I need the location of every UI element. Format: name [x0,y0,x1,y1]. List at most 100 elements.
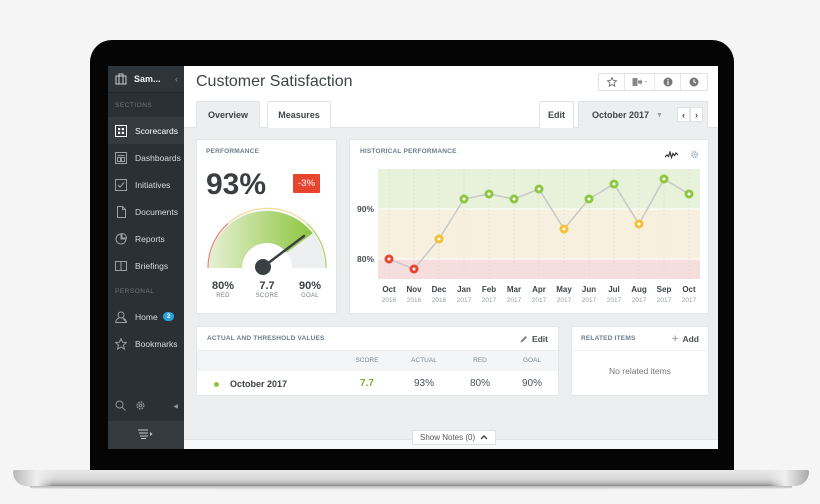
row-actual: 93% [413,378,434,389]
score-label: SCORE [255,293,279,299]
search-icon[interactable] [115,400,126,413]
sidebar-item-label: Documents [135,206,178,217]
row-period: October 2017 [230,379,288,389]
show-notes-label: Show Notes (0) [420,433,476,442]
x-tick-year: 2017 [632,297,647,304]
tab-overview[interactable]: Overview [196,101,260,128]
period-pager: ‹ › [677,107,703,122]
x-tick-year: 2017 [532,297,547,304]
previous-period-button[interactable]: ‹ [677,107,690,122]
sidebar-item-label: Scorecards [135,125,178,136]
sidebar-item-label: Initiatives [135,179,171,190]
column-score: SCORE [355,357,379,364]
period-selector[interactable]: October 2017 ▼ ‹ › [578,101,708,128]
x-tick-month: Jan [457,285,471,294]
menu-lines-icon [138,429,154,441]
gear-icon[interactable] [135,400,146,413]
related-items-header: RELATED ITEMS + Add [572,327,708,351]
chart-settings-gear-icon[interactable] [690,146,699,164]
sidebar-item-bookmarks[interactable]: Bookmarks [108,330,184,357]
sidebar-item-briefings[interactable]: Briefings [108,252,184,279]
sidebar-utilities: ◀ [108,396,184,416]
x-tick-year: 2016 [432,297,447,304]
performance-title: PERFORMANCE [206,148,260,155]
add-related-button[interactable]: + Add [672,333,699,345]
performance-value: 93% [206,168,267,201]
row-goal: 90% [521,378,542,389]
goal-value: 90% [298,280,322,292]
related-items-card: RELATED ITEMS + Add No related items [571,326,709,396]
sidebar-item-dashboards[interactable]: Dashboards [108,144,184,171]
table-header: SCORE ACTUAL RED GOAL [197,351,558,371]
historical-line-chart: 80% 90% Oct 2016 Nov 2016 Dec 2016 Jan 2017 Feb 201… [357,169,700,304]
add-label: Add [682,333,699,344]
sidebar-item-reports[interactable]: Reports [108,225,184,252]
empty-state: No related items [609,366,671,376]
history-button[interactable] [681,74,707,90]
chart-tools [664,146,699,164]
next-period-button[interactable]: › [690,107,703,122]
column-goal: GOAL [522,357,542,364]
show-notes-button[interactable]: Show Notes (0) [412,430,497,445]
y-tick-label: 90% [357,204,374,214]
star-icon [114,336,128,350]
sidebar-item-home[interactable]: Home 2 [108,303,184,330]
sidebar-item-label: Home [135,311,158,322]
collapse-sidebar-icon[interactable]: ‹ [175,74,178,84]
goal-label: GOAL [301,293,319,299]
actual-threshold-header: ACTUAL AND THRESHOLD VALUES Edit [197,327,558,351]
sidebar-item-label: Reports [135,233,165,244]
sidebar-item-scorecards[interactable]: Scorecards [108,117,184,144]
actual-threshold-card: ACTUAL AND THRESHOLD VALUES Edit SCORE A… [196,326,559,396]
actual-threshold-title: ACTUAL AND THRESHOLD VALUES [207,335,325,342]
page-title: Customer Satisfaction [196,73,353,90]
pencil-icon [520,335,527,342]
edit-button[interactable]: Edit [539,101,574,128]
x-tick-year: 2017 [557,297,572,304]
sparkline-icon[interactable] [664,146,679,164]
performance-card: PERFORMANCE 93% -3% [196,139,337,314]
app-screen: Sam... ‹ SECTIONS Scorecards Dashboards [108,66,718,449]
menu-toggle-button[interactable] [108,421,184,449]
export-icon [632,78,647,86]
x-tick-year: 2017 [582,297,597,304]
org-switcher[interactable]: Sam... ‹ [108,66,184,93]
red-stat: 80% RED [203,280,243,299]
column-red: RED [473,357,487,364]
star-icon [606,77,617,87]
x-tick-month: Jul [608,285,620,294]
edit-values-button[interactable]: Edit [520,334,548,344]
info-icon [663,77,672,87]
export-button[interactable] [625,74,655,90]
sections-label: SECTIONS [115,102,153,109]
x-tick-year: 2017 [682,297,697,304]
table-row[interactable]: October 2017 7.7 93% 80% 90% [197,371,558,396]
tab-measures[interactable]: Measures [267,101,331,128]
sidebar-item-label: Dashboards [135,152,181,163]
x-tick-month: Nov [406,285,422,294]
org-name: Sam... [134,74,161,84]
status-dot [214,382,219,387]
scorecard-grid-icon [115,124,127,137]
sidebar-item-label: Briefings [135,260,169,271]
red-label: RED [216,293,230,299]
x-tick-month: Oct [382,285,396,294]
document-icon [115,205,127,218]
historical-performance-card: HISTORICAL PERFORMANCE 80% 90% Oct 2016 Nov 2… [349,139,709,314]
expand-arrow-icon[interactable]: ◀ [173,403,178,410]
x-tick-year: 2017 [607,297,622,304]
bookmark-button[interactable] [599,74,625,90]
info-button[interactable] [655,74,681,90]
pie-chart-icon [115,232,128,245]
sidebar-item-documents[interactable]: Documents [108,198,184,225]
x-tick-year: 2017 [657,297,672,304]
row-score: 7.7 [360,378,374,389]
y-tick-label: 80% [357,254,374,264]
related-items-title: RELATED ITEMS [581,335,636,342]
x-tick-month: Feb [482,285,496,294]
sidebar-item-initiatives[interactable]: Initiatives [108,171,184,198]
performance-gauge [207,207,327,275]
score-value: 7.7 [259,280,275,292]
chevron-down-icon: ▼ [656,111,663,119]
column-actual: ACTUAL [411,357,437,364]
